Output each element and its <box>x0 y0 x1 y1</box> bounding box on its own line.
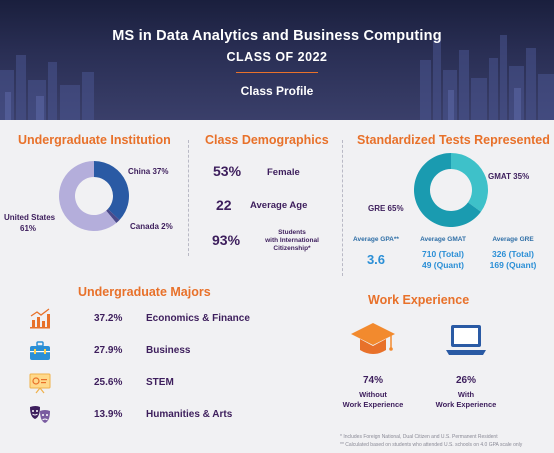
female-label: Female <box>267 167 300 178</box>
class-year: CLASS OF 2022 <box>226 50 328 64</box>
without-work-label-line1: Without <box>359 390 387 399</box>
age-label: Average Age <box>250 200 308 211</box>
major-pct: 27.9% <box>94 345 123 356</box>
age-value: 22 <box>216 197 232 213</box>
divider-1 <box>188 140 189 256</box>
label-us-pct: 61% <box>20 224 37 233</box>
female-value: 53% <box>213 163 242 179</box>
footnote-1: * Includes Foreign National, Dual Citize… <box>340 434 498 440</box>
presentation-board-icon <box>29 373 51 394</box>
with-work-label: With Work Experience <box>421 390 511 410</box>
class-demographics-title: Class Demographics <box>205 133 329 147</box>
undergrad-slice-0 <box>94 161 129 220</box>
major-name: Economics & Finance <box>146 313 250 324</box>
label-gmat: GMAT 35% <box>488 172 530 181</box>
without-work-label: Without Work Experience <box>328 390 418 410</box>
graduation-cap-icon <box>351 323 395 354</box>
avg-gre-head: Average GRE <box>492 236 534 243</box>
major-name: STEM <box>146 377 174 388</box>
class-profile-heading: Class Profile <box>240 84 314 98</box>
without-work-label-line2: Work Experience <box>342 400 404 409</box>
label-china: China 37% <box>128 167 169 176</box>
avg-gpa-value: 3.6 <box>366 252 386 267</box>
undergrad-slice-1 <box>106 209 120 223</box>
with-work-label-line2: Work Experience <box>435 400 497 409</box>
footnote-2: ** Calculated based on students who atte… <box>340 442 523 448</box>
intl-label-line2: with International <box>265 237 319 244</box>
major-pct: 25.6% <box>94 377 123 388</box>
tests-donut-chart <box>414 153 488 227</box>
undergrad-institution-title: Undergraduate Institution <box>18 133 171 147</box>
undergrad-donut-chart <box>58 161 129 231</box>
avg-gpa-head: Average GPA** <box>353 236 399 243</box>
tests-slice-0 <box>451 153 488 212</box>
without-work-pct: 74% <box>362 375 383 386</box>
city-skyline-background <box>0 35 554 120</box>
major-row-humanities: 13.9% Humanities & Arts <box>28 403 278 429</box>
major-pct: 37.2% <box>94 313 123 324</box>
label-us: United States <box>4 213 56 222</box>
header-banner: MS in Data Analytics and Business Comput… <box>0 0 554 120</box>
label-canada: Canada 2% <box>130 222 173 231</box>
undergrad-slice-2 <box>58 161 117 231</box>
intl-label-line3: Citizenship* <box>273 245 311 252</box>
page-title: MS in Data Analytics and Business Comput… <box>112 28 442 44</box>
label-gre: GRE 65% <box>368 204 404 213</box>
avg-gre-quant: 169 (Quant) <box>489 260 537 270</box>
avg-gmat-total: 710 (Total) <box>422 249 464 259</box>
theater-masks-icon <box>30 406 50 423</box>
divider-2 <box>342 140 343 276</box>
avg-gre-total: 326 (Total) <box>492 249 534 259</box>
major-row-business: 27.9% Business <box>28 339 278 365</box>
bar-chart-icon <box>30 308 50 329</box>
with-work-label-line1: With <box>457 390 475 399</box>
major-row-econ: 37.2% Economics & Finance <box>28 307 278 333</box>
tests-slice-1 <box>414 153 481 227</box>
major-name: Humanities & Arts <box>146 409 233 420</box>
tests-title: Standardized Tests Represented <box>357 133 550 147</box>
intl-label: Students with International Citizenship* <box>252 229 332 253</box>
avg-gmat-quant: 49 (Quant) <box>421 260 465 270</box>
major-name: Business <box>146 345 191 356</box>
major-pct: 13.9% <box>94 409 123 420</box>
avg-gmat-head: Average GMAT <box>420 236 466 243</box>
intl-value: 93% <box>212 232 241 248</box>
with-work-pct: 26% <box>455 375 476 386</box>
majors-title: Undergraduate Majors <box>78 285 211 299</box>
briefcase-icon <box>30 341 50 360</box>
work-experience-title: Work Experience <box>368 293 470 307</box>
title-divider <box>236 72 318 73</box>
laptop-icon <box>446 325 486 355</box>
intl-label-line1: Students <box>278 229 306 236</box>
major-row-stem: 25.6% STEM <box>28 371 278 397</box>
